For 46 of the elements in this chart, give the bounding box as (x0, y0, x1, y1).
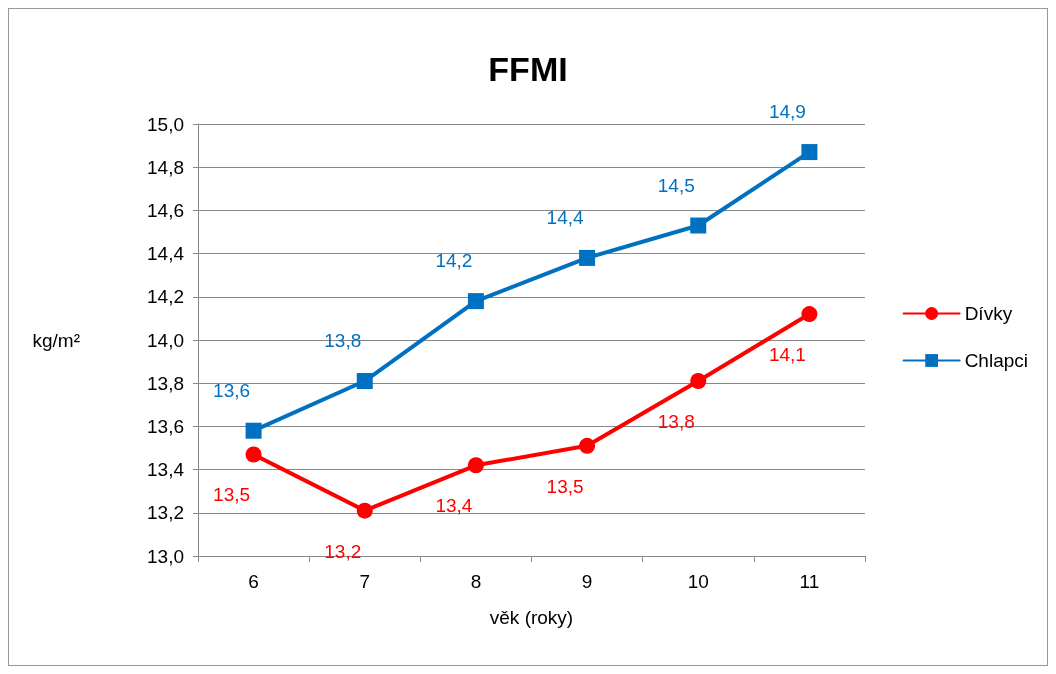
point (467, 457, 484, 474)
point (690, 217, 707, 234)
x-tick-label: 9 (581, 571, 593, 592)
x-tick-label: 6 (248, 571, 259, 592)
data-label: 13,8 (324, 330, 362, 352)
y-tick-label: 13,2 (147, 502, 184, 524)
chart-title: FFMI (488, 50, 568, 88)
y-tick-label: 14,6 (147, 199, 184, 221)
x-tick-label: 11 (799, 571, 820, 592)
data-label: 14,9 (768, 101, 806, 123)
point (356, 502, 373, 519)
data-label: 14,2 (435, 250, 473, 272)
data-label: 13,5 (546, 475, 584, 497)
y-tick-label: 15,0 (147, 113, 184, 135)
legend-label: Chlapci (964, 350, 1029, 371)
legend-label: Dívky (964, 303, 1013, 324)
data-label: 14,5 (657, 174, 695, 196)
point (801, 144, 818, 161)
y-tick-label: 13,6 (147, 415, 184, 437)
x-tick-label: 7 (359, 571, 371, 592)
point (245, 446, 262, 463)
y-tick-label: 14,8 (147, 156, 184, 178)
y-tick-label: 13,0 (147, 545, 184, 567)
data-label: 13,2 (324, 540, 362, 562)
x-axis-title: věk (roky) (489, 607, 574, 628)
data-label: 14,4 (546, 206, 584, 228)
point (467, 293, 484, 310)
point (356, 373, 373, 390)
y-tick-label: 13,4 (147, 459, 185, 481)
point (690, 373, 707, 390)
x-tick-label: 10 (687, 571, 709, 592)
point (801, 306, 818, 323)
y-tick-label: 13,8 (147, 372, 184, 394)
y-tick-label: 14,2 (147, 286, 184, 308)
data-label: 13,6 (213, 379, 251, 401)
data-label: 13,8 (657, 411, 695, 433)
point (579, 249, 596, 266)
x-tick-label: 8 (470, 571, 482, 592)
data-label: 13,5 (213, 484, 251, 506)
y-axis-title: kg/m² (32, 329, 80, 351)
point (579, 437, 596, 454)
data-label: 13,4 (435, 495, 473, 517)
y-tick-label: 14,4 (147, 243, 185, 265)
y-tick-label: 14,0 (147, 329, 184, 351)
point (245, 422, 262, 439)
data-label: 14,1 (768, 344, 806, 366)
